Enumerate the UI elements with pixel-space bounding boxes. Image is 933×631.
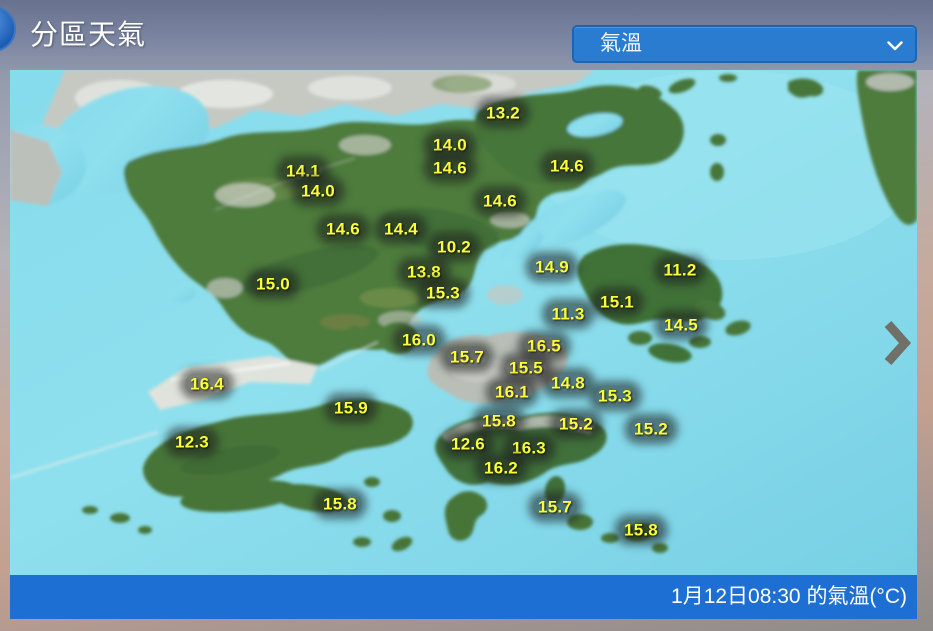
- station-temp-label: 16.4: [185, 373, 229, 395]
- station-temp-label: 11.3: [546, 303, 590, 325]
- chevron-down-icon: [887, 41, 903, 51]
- station-temp-label: 14.6: [545, 155, 589, 177]
- station-temp-label: 15.8: [619, 519, 663, 541]
- station-temp-label: 15.5: [504, 357, 548, 379]
- map-stage: 13.2 14.0 14.6 14.6 14.1 14.0 14.6 14.6 14.4 10.2…: [10, 70, 917, 619]
- station-temp-label: 14.4: [379, 218, 423, 240]
- chevron-right-icon: [884, 320, 912, 366]
- station-temp-label: 14.8: [546, 372, 590, 394]
- weather-element-select-value: 氣溫: [600, 32, 642, 55]
- page-title: 分區天氣: [30, 19, 147, 50]
- station-temp-label: 13.8: [402, 261, 446, 283]
- station-temp-label: 14.5: [659, 314, 703, 336]
- station-temp-label: 14.0: [428, 134, 472, 156]
- station-temp-label: 14.1: [281, 160, 325, 182]
- station-temp-label: 16.0: [397, 329, 441, 351]
- station-temp-label: 15.2: [629, 418, 673, 440]
- station-labels: 13.2 14.0 14.6 14.6 14.1 14.0 14.6 14.6 14.4 10.2…: [10, 70, 917, 575]
- station-temp-label: 14.6: [321, 218, 365, 240]
- station-temp-label: 14.0: [296, 180, 340, 202]
- station-temp-label: 15.2: [554, 413, 598, 435]
- station-temp-label: 15.3: [421, 282, 465, 304]
- station-temp-label: 12.6: [446, 433, 490, 455]
- station-temp-label: 10.2: [432, 236, 476, 258]
- station-temp-label: 15.0: [251, 273, 295, 295]
- station-temp-label: 16.5: [522, 335, 566, 357]
- station-temp-label: 14.9: [530, 256, 574, 278]
- station-temp-label: 12.3: [170, 431, 214, 453]
- station-temp-label: 13.2: [481, 102, 525, 124]
- station-temp-label: 11.2: [658, 259, 702, 281]
- hong-kong-map: 13.2 14.0 14.6 14.6 14.1 14.0 14.6 14.6 14.4 10.2…: [10, 70, 917, 575]
- station-temp-label: 15.1: [595, 291, 639, 313]
- station-temp-label: 16.2: [479, 457, 523, 479]
- station-temp-label: 15.7: [445, 346, 489, 368]
- page-header: 分區天氣 氣溫: [0, 0, 933, 70]
- station-temp-label: 14.6: [428, 157, 472, 179]
- station-temp-label: 15.9: [329, 397, 373, 419]
- station-temp-label: 16.3: [507, 437, 551, 459]
- app-circle-icon: [0, 6, 16, 52]
- station-temp-label: 15.7: [533, 496, 577, 518]
- map-caption: 1月12日08:30 的氣溫(°C): [671, 585, 907, 608]
- weather-element-select[interactable]: 氣溫: [572, 25, 917, 63]
- next-arrow-button[interactable]: [883, 320, 912, 366]
- station-temp-label: 14.6: [478, 190, 522, 212]
- station-temp-label: 15.8: [318, 493, 362, 515]
- station-temp-label: 16.1: [490, 381, 534, 403]
- station-temp-label: 15.3: [593, 385, 637, 407]
- map-caption-bar: 1月12日08:30 的氣溫(°C): [10, 575, 917, 619]
- station-temp-label: 15.8: [477, 410, 521, 432]
